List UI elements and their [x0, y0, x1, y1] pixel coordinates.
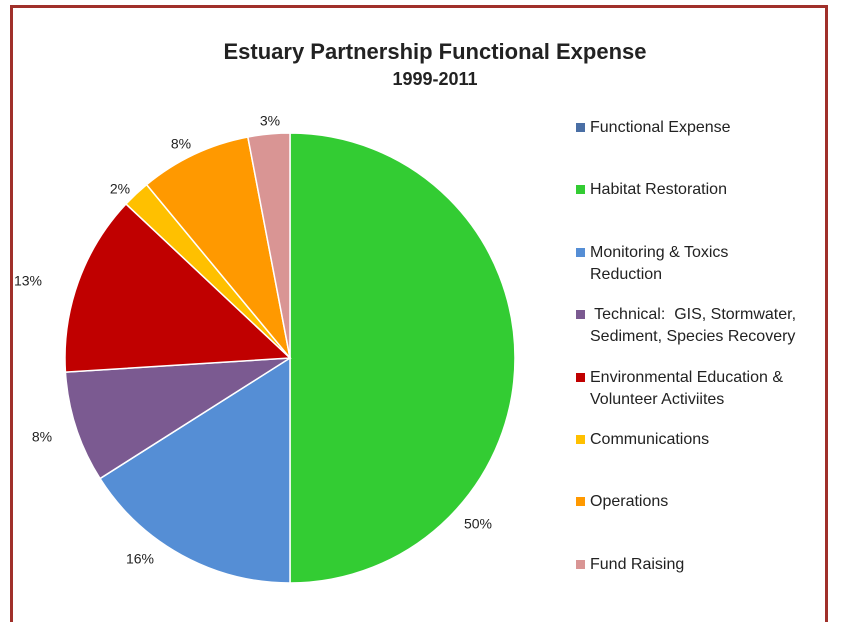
legend-swatch [576, 123, 585, 132]
legend-swatch [576, 185, 585, 195]
pie-slice [246, 132, 291, 359]
pie-slice [98, 356, 291, 584]
pie-slice [289, 132, 516, 584]
data-label: 3% [260, 113, 280, 129]
frame [10, 5, 828, 622]
legend-swatch [576, 372, 585, 382]
legend-label: Functional Expense [590, 119, 731, 136]
legend-item: Environmental Education & Volunteer Acti… [576, 369, 826, 411]
legend-item: Operations [576, 493, 826, 513]
data-label: 8% [32, 429, 52, 445]
data-label: 2% [110, 181, 130, 197]
legend-label: Fund Raising [590, 555, 685, 573]
legend-item: Communications [576, 431, 826, 451]
legend-item: Functional Expense [576, 119, 826, 139]
pie-slice [145, 136, 291, 359]
data-label: 8% [171, 136, 191, 152]
pie-slice [64, 202, 292, 373]
legend-item: Fund Raising [576, 556, 826, 576]
legend-swatch [576, 435, 585, 444]
data-label: 50% [464, 516, 492, 532]
legend-label: Operations [590, 493, 669, 511]
chart-title: Estuary Partnership Functional Expense [223, 39, 646, 64]
pie-slice [64, 357, 291, 480]
legend-label: Monitoring & Toxics Reduction [590, 243, 729, 283]
legend-label: Communications [590, 431, 710, 448]
data-label: 13% [14, 273, 42, 289]
legend-label: Technical: GIS, Stormwater, Sediment, Sp… [590, 306, 797, 346]
legend-swatch [576, 247, 585, 257]
chart-subtitle: 1999-2011 [392, 69, 477, 89]
legend-label: Habitat Restoration [590, 181, 727, 199]
legend-swatch [576, 559, 585, 569]
legend-item: Habitat Restoration [576, 181, 826, 201]
legend-swatch [576, 497, 585, 507]
legend-item: Technical: GIS, Stormwater, Sediment, Sp… [576, 306, 826, 348]
legend-swatch [576, 310, 585, 320]
data-label: 16% [126, 551, 154, 567]
legend-label: Environmental Education & Volunteer Acti… [590, 368, 783, 408]
legend-item: Monitoring & Toxics Reduction [576, 244, 826, 286]
